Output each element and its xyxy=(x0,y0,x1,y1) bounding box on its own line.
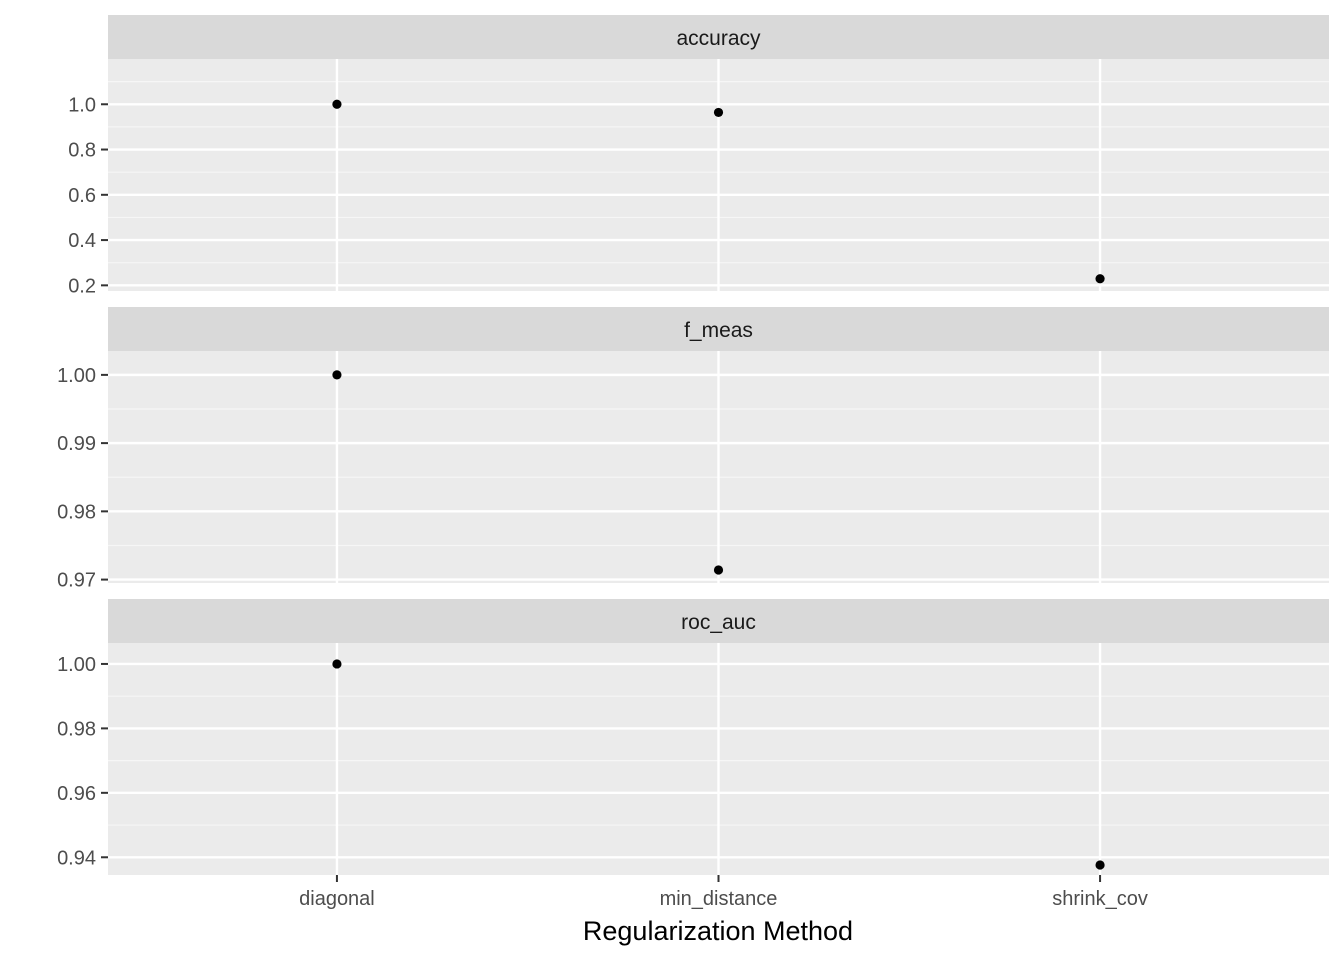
y-tick-label: 0.6 xyxy=(68,185,96,207)
x-axis: diagonal min_distance shrink_cov xyxy=(299,875,1148,910)
data-point-min_distance xyxy=(713,107,724,118)
data-point-diagonal xyxy=(332,370,342,380)
y-tick-label: 1.0 xyxy=(68,94,96,116)
facet-panels: accuracy 0.2 0.4 0.6 0.8 1.0 f_meas 0.97 0.98 0.9… xyxy=(57,15,1329,875)
facet-panel-roc_auc: roc_auc 0.94 0.96 0.98 1.00 xyxy=(57,599,1329,875)
y-tick-label: 0.98 xyxy=(57,501,96,523)
y-tick-label: 0.94 xyxy=(57,847,96,869)
x-axis-title: Regularization Method xyxy=(583,916,853,946)
y-tick-label: 0.2 xyxy=(68,275,96,297)
data-point-diagonal xyxy=(332,99,342,109)
y-tick-label: 0.99 xyxy=(57,433,96,455)
y-tick-label: 0.8 xyxy=(68,140,96,162)
data-point-diagonal xyxy=(332,659,342,669)
x-tick-label: diagonal xyxy=(299,888,375,910)
facet-strip-label: accuracy xyxy=(676,27,761,50)
y-tick-label: 1.00 xyxy=(57,654,96,676)
y-tick-label: 0.97 xyxy=(57,570,96,592)
facet-strip xyxy=(108,599,1329,643)
facet-strip xyxy=(108,307,1329,351)
facet-panel-accuracy: accuracy 0.2 0.4 0.6 0.8 1.0 xyxy=(68,15,1329,297)
y-tick-label: 1.00 xyxy=(57,365,96,387)
facet-strip-label: f_meas xyxy=(684,319,753,342)
data-point-shrink_cov xyxy=(1095,274,1105,284)
y-tick-label: 0.96 xyxy=(57,783,96,805)
data-point-shrink_cov xyxy=(1095,860,1105,870)
x-tick-label: shrink_cov xyxy=(1052,888,1148,910)
y-tick-label: 0.98 xyxy=(57,718,96,740)
facet-strip xyxy=(108,15,1329,59)
x-tick-label: min_distance xyxy=(660,888,778,910)
y-tick-label: 0.4 xyxy=(68,230,96,252)
facet-strip-label: roc_auc xyxy=(681,611,756,634)
facet-panel-f_meas: f_meas 0.97 0.98 0.99 1.00 xyxy=(57,307,1329,592)
data-point-min_distance xyxy=(713,565,724,575)
